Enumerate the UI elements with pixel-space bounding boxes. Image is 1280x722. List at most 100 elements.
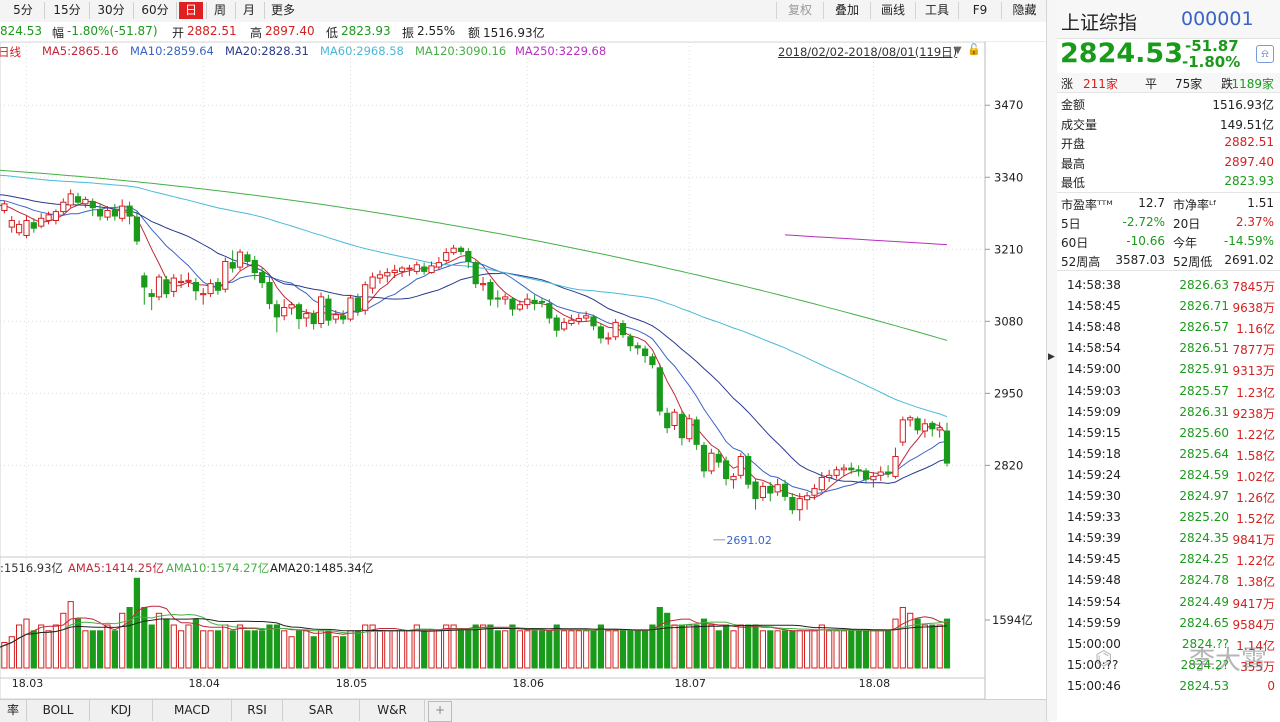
stat-value: 2691.02	[1224, 253, 1274, 267]
adjust-button[interactable]: 复权	[776, 2, 823, 19]
quote-row: 最低 2823.93	[1057, 172, 1280, 191]
tick-volume: 9313万	[1232, 364, 1275, 379]
f9-button[interactable]: F9	[958, 2, 1001, 19]
candle-body	[494, 297, 501, 300]
volume-bar	[907, 612, 914, 669]
tick-row: 14:58:54 2826.51 7877万	[1057, 338, 1280, 357]
tools-button[interactable]: 工具	[915, 2, 958, 19]
time-tick-label: 18.04	[188, 677, 220, 690]
tick-row: 14:59:33 2825.20 1.52亿	[1057, 507, 1280, 526]
volume-bar	[627, 630, 634, 669]
add-tab-icon[interactable]: +	[428, 701, 452, 722]
candle-body	[656, 367, 663, 412]
period-60min[interactable]: 60分	[141, 3, 169, 17]
volume-bar	[649, 624, 656, 669]
volume-bar	[67, 601, 74, 669]
candle-body	[723, 460, 730, 480]
tick-row: 14:59:48 2824.78 1.38亿	[1057, 570, 1280, 589]
volume-bar	[30, 630, 37, 669]
volume-bar	[730, 630, 737, 669]
overlay-button[interactable]: 叠加	[823, 2, 870, 19]
tab-rate[interactable]: 率	[0, 700, 27, 721]
candle-body	[214, 282, 222, 291]
period-more[interactable]: 更多	[270, 3, 295, 17]
alert-icon[interactable]: ⍾	[1256, 45, 1274, 63]
volume-bar	[111, 630, 119, 669]
draw-line-button[interactable]: 画线	[870, 2, 915, 19]
tick-row: 14:59:59 2824.65 9584万	[1057, 613, 1280, 632]
period-month[interactable]: 月	[242, 3, 255, 17]
candle-body	[627, 336, 634, 347]
tab-rsi[interactable]: RSI	[232, 700, 283, 721]
tick-price: 2826.71	[1179, 299, 1229, 314]
candle-body	[671, 411, 678, 427]
quote-header: 上证综指 000001	[1057, 0, 1280, 39]
quote-row-label: 金额	[1061, 98, 1086, 112]
period-5min[interactable]: 5分	[13, 3, 33, 17]
tick-volume: 1.26亿	[1236, 491, 1275, 505]
candle-body	[664, 412, 671, 429]
period-day[interactable]: 日	[179, 2, 203, 19]
volume-bar	[796, 630, 803, 669]
tick-row: 15:00:46 2824.53 0	[1057, 676, 1280, 695]
collapse-arrow-icon[interactable]: ▶	[1048, 352, 1055, 362]
volume-bar	[538, 630, 546, 669]
period-toolbar: 5分 15分 30分 60分 日 周 月 更多 复权 叠加 画线 工具 F9 隐…	[0, 0, 1050, 23]
volume-bar	[1, 642, 8, 669]
tick-price: 2824.65	[1179, 615, 1229, 630]
tick-volume: 1.14亿	[1236, 638, 1275, 653]
candle-body	[502, 296, 509, 300]
candle-body	[421, 266, 428, 272]
period-week[interactable]: 周	[213, 3, 226, 17]
candle-body	[266, 282, 273, 305]
time-tick-label: 18.07	[674, 677, 706, 690]
tick-row: 15:00:00 2824.?? 1.14亿	[1057, 634, 1280, 653]
volume-bar	[789, 630, 796, 669]
tick-price: 2825.57	[1179, 383, 1229, 398]
tab-wr[interactable]: W&R	[360, 700, 425, 721]
price-tick-label: 3210	[994, 242, 1023, 256]
candle-body	[781, 483, 789, 497]
candle-body	[185, 279, 192, 282]
triangle-down-icon[interactable]: ▼	[954, 45, 962, 56]
candle-body	[428, 265, 435, 273]
volume-bar	[590, 630, 597, 669]
candle-body	[605, 337, 612, 340]
volume-bar	[929, 624, 936, 669]
tab-sar[interactable]: SAR	[283, 700, 360, 721]
ma20-line	[0, 194, 948, 484]
time-tick-label: 18.06	[512, 677, 544, 690]
kline-chart[interactable]: 3470 3340 3210 3080 2950 2820 18.03 18.04 18.05 1…	[0, 42, 1050, 700]
ma250-legend: MA250:3229.68	[515, 44, 607, 58]
period-30min[interactable]: 30分	[97, 3, 125, 17]
candle-body	[811, 488, 818, 496]
tick-time: 14:59:48	[1067, 573, 1121, 588]
candle-body	[413, 264, 420, 272]
lock-icon[interactable]: 🔓	[967, 43, 981, 56]
volume-bar	[826, 630, 833, 669]
hide-button[interactable]: 隐藏	[1001, 2, 1047, 19]
volume-bar	[295, 630, 303, 669]
tab-boll[interactable]: BOLL	[27, 700, 90, 721]
candle-body	[774, 484, 781, 493]
tick-row: 15:00:?? 2824.2? 355万	[1057, 655, 1280, 674]
candle-body	[840, 467, 847, 471]
volume-bar	[642, 630, 649, 669]
tab-macd[interactable]: MACD	[153, 700, 232, 721]
ma5-legend: MA5:2865.16	[42, 44, 119, 58]
tick-price: 2826.31	[1179, 404, 1229, 419]
candle-body	[553, 317, 560, 331]
volume-bar	[634, 630, 641, 669]
stat-label: 60日	[1061, 236, 1089, 250]
period-15min[interactable]: 15分	[53, 3, 81, 17]
date-range-label[interactable]: 2018/02/02-2018/08/01(119日)	[778, 45, 958, 59]
candle-body	[686, 418, 693, 440]
volume-bar	[340, 636, 347, 669]
tab-kdj[interactable]: KDJ	[90, 700, 153, 721]
tick-row: 14:59:54 2824.49 9417万	[1057, 592, 1280, 611]
tick-time: 15:00:??	[1067, 657, 1119, 672]
candle-body	[406, 267, 413, 270]
volume-bar	[185, 624, 192, 669]
volume-bar	[325, 630, 332, 669]
candle-body	[767, 485, 774, 494]
